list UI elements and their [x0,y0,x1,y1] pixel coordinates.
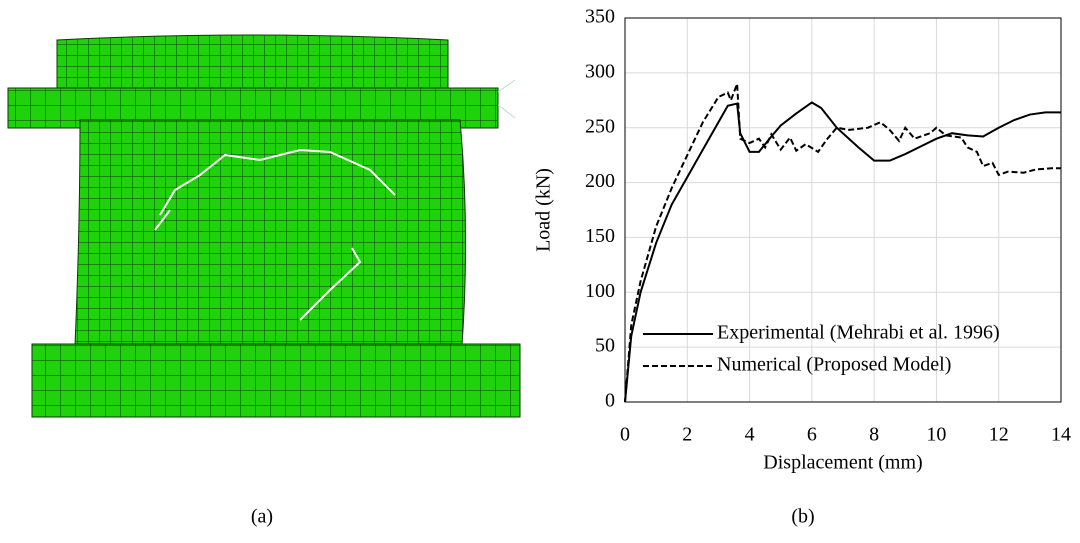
y-tick-label: 200 [585,170,615,192]
x-tick-label: 14 [1051,424,1071,446]
mesh-model [8,35,520,417]
panel-label: (a) [251,506,273,528]
x-tick-label: 10 [926,424,946,446]
y-tick-label: 150 [585,225,615,247]
top-beam [57,35,448,92]
x-tick-label: 4 [745,424,755,446]
y-axis-label: Load (kN) [533,168,555,252]
x-axis-label: Displacement (mm) [763,452,922,474]
y-tick-label: 0 [605,390,615,412]
x-tick-label: 12 [989,424,1009,446]
legend-label: Experimental (Mehrabi et al. 1996) [717,322,1000,344]
support-marks [498,80,515,118]
x-tick-label: 2 [682,424,692,446]
infill-wall [75,120,466,345]
figure: (a) (b) 0 50 100 150 200 250 300 350 0 2 4 6 8 10 12 14… [0,0,1080,543]
chart: 0 50 100 150 200 250 300 350 0 2 4 6 8 10 12 14 Displace… [533,6,1071,474]
x-tick-label: 8 [869,424,879,446]
y-tick-label: 300 [585,60,615,82]
y-tick-label: 350 [585,6,615,28]
x-tick-label: 0 [620,424,630,446]
x-tick-label: 6 [807,424,817,446]
panel-label: (b) [791,506,814,528]
legend-label: Numerical (Proposed Model) [717,354,951,376]
y-tick-label: 250 [585,115,615,137]
plot-frame [625,18,1061,402]
y-tick-label: 100 [585,280,615,302]
y-tick-label: 50 [595,335,615,357]
base-beam [32,344,520,417]
